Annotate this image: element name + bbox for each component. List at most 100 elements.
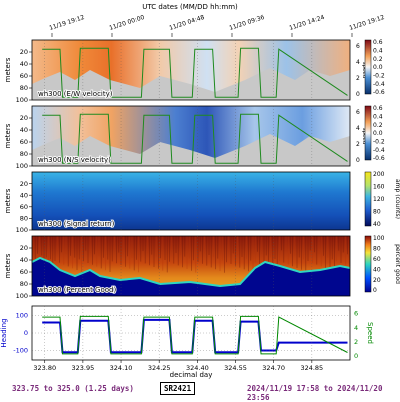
heading-speed-lines <box>42 315 348 355</box>
colorbar-tick-label: 0.0 <box>373 130 383 137</box>
ns-panel-label: wh300 (N/S velocity) <box>38 156 111 164</box>
panel-ylabel: meters <box>4 123 12 148</box>
panel-ylabel: meters <box>4 253 12 278</box>
colorbar-tick-label: 0.6 <box>373 105 383 112</box>
heading-axis-label: Heading <box>0 318 8 347</box>
right-axis-label: speed <box>361 62 367 79</box>
x-tick-label: 323.95 <box>72 364 95 372</box>
pg-frame <box>31 235 351 297</box>
colorbar-tick-label: 0 <box>373 287 377 294</box>
x-tick-label: 324.70 <box>262 364 285 372</box>
pg-panel-label: wh300 (Percent Good) <box>38 286 116 294</box>
top-axis-ticks: 11/19 19:12 11/20 00:00 11/20 04:48 11/20 0… <box>48 14 385 37</box>
panel-percent-good: wh300 (Percent Good) <box>31 235 351 297</box>
colorbar-tick-label: 200 <box>373 171 385 178</box>
x-axis-label: decimal day <box>170 371 213 379</box>
colorbar-tick-label: 80 <box>373 246 381 253</box>
y-tick-label: 100 <box>16 226 28 234</box>
ew-frame <box>31 39 351 101</box>
right-tick-label: 2 <box>356 141 360 148</box>
speed-line <box>42 113 348 164</box>
y-tick-label: 20 <box>20 114 28 122</box>
colorbar-tick-label: 100 <box>373 235 385 242</box>
panel-ylabel: meters <box>4 188 12 213</box>
y-tick-label: 80 <box>20 150 28 158</box>
colorbar-tick-label: 0.2 <box>373 56 383 63</box>
x-tick-label: 324.55 <box>224 364 247 372</box>
y-tick-label: 60 <box>20 203 28 211</box>
x-tick-label: 324.85 <box>300 364 323 372</box>
top-tick-label: 11/20 19:12 <box>348 14 385 32</box>
pg-colorbar <box>364 235 372 293</box>
y-tick-label: 20 <box>20 48 28 56</box>
colorbar-tick-label: 0.4 <box>373 114 383 121</box>
panel-signal-return: wh300 (Signal return) <box>31 171 351 231</box>
colorbar-tick-label: 40 <box>373 221 381 228</box>
speed-tick-label: 6 <box>354 310 358 318</box>
right-tick-label: 2 <box>356 75 360 82</box>
y-tick-label: 80 <box>20 280 28 288</box>
top-tick-label: 11/20 09:36 <box>228 14 265 32</box>
top-tick-label: 11/19 19:12 <box>48 14 85 32</box>
right-tick-label: 6 <box>356 43 360 50</box>
right-tick-label: 0 <box>356 157 360 164</box>
ew-bottom-mask <box>32 68 350 100</box>
heading-tick-label: -100 <box>13 347 28 355</box>
right-tick-label: 4 <box>356 59 360 66</box>
y-tick-label: 60 <box>20 138 28 146</box>
colorbar-tick-label: -0.6 <box>373 89 385 96</box>
speed-tick-label: 4 <box>354 324 358 332</box>
ew-speed-overlay <box>42 47 348 98</box>
y-tick-label: 100 <box>16 96 28 104</box>
y-tick-label: 20 <box>20 180 28 188</box>
y-tick-label: 60 <box>20 268 28 276</box>
y-tick-label: 40 <box>20 126 28 134</box>
colorbar-tick-label: 60 <box>373 256 381 263</box>
ns-bottom-mask <box>32 134 350 166</box>
ns-frame <box>31 105 351 167</box>
y-tick-label: 100 <box>16 292 28 300</box>
colorbar-tick-label: 40 <box>373 266 381 273</box>
right-axis-label: speed <box>361 128 367 145</box>
colorbar-tick-label: 0.0 <box>373 64 383 71</box>
y-tick-label: 40 <box>20 191 28 199</box>
right-tick-label: 0 <box>356 91 360 98</box>
ns-speed-overlay <box>42 113 348 164</box>
colorbar-tick-label: 0.6 <box>373 39 383 46</box>
right-tick-label: 6 <box>356 109 360 116</box>
colorbar-tick-label: 20 <box>373 277 381 284</box>
panel-ew-velocity: wh300 (E/W velocity) <box>31 39 351 101</box>
signal-frame <box>31 171 351 231</box>
top-tick-label: 11/20 00:00 <box>108 14 145 32</box>
y-tick-label: 80 <box>20 215 28 223</box>
y-tick-label: 40 <box>20 60 28 68</box>
ns-colorbar <box>364 105 372 161</box>
chart-title: UTC dates (MM/DD hh:mm) <box>142 3 238 11</box>
colorbar-tick-label: 160 <box>373 184 385 191</box>
right-tick-label: 4 <box>356 125 360 132</box>
colorbar-tick-label: 120 <box>373 196 385 203</box>
colorbar-label: percent good <box>394 244 400 284</box>
colorbar-tick-label: 0.4 <box>373 48 383 55</box>
signal-panel-label: wh300 (Signal return) <box>38 220 115 228</box>
colorbar-tick-label: 80 <box>373 209 381 216</box>
ew-colorbar <box>364 39 372 95</box>
panel-ylabel: meters <box>4 57 12 82</box>
footer: 323.75 to 325.0 (1.25 days) SR2421 2024/… <box>0 381 400 402</box>
colorbar-tick-label: -0.4 <box>373 147 385 154</box>
colorbar-tick-label: 0.2 <box>373 122 383 129</box>
y-tick-label: 100 <box>16 162 28 170</box>
x-tick-label: 323.80 <box>33 364 56 372</box>
ew-panel-label: wh300 (E/W velocity) <box>38 90 113 98</box>
heading-tick-label: 0 <box>24 329 28 337</box>
y-tick-label: 60 <box>20 72 28 80</box>
colorbar-label: amp (counts) <box>394 179 400 219</box>
top-tick-label: 11/20 14:24 <box>288 14 325 32</box>
signal-colorbar <box>364 171 372 227</box>
y-tick-label: 20 <box>20 244 28 252</box>
speed-line <box>42 47 348 98</box>
x-tick-label: 324.25 <box>148 364 171 372</box>
colorbar-tick-label: -0.2 <box>373 139 385 146</box>
colorbar-tick-label: -0.4 <box>373 81 385 88</box>
